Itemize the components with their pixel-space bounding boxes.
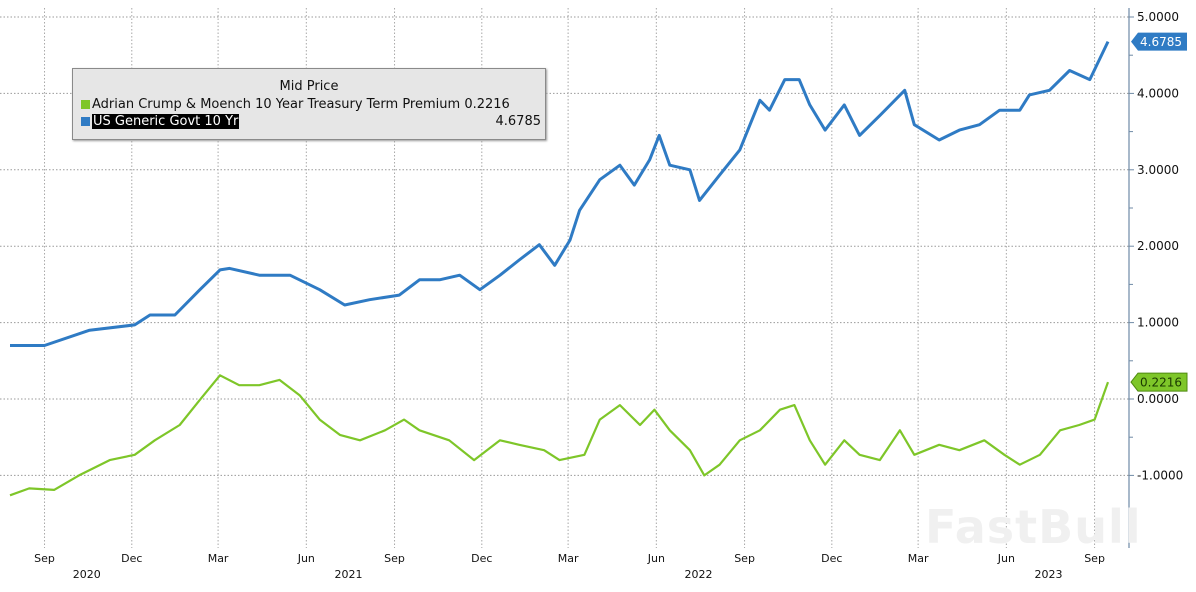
legend-swatch: [81, 100, 90, 109]
y-tick-label: 1.0000: [1137, 316, 1179, 330]
y-tick-label: 4.0000: [1137, 86, 1179, 100]
x-tick-label: Dec: [821, 552, 842, 565]
x-tick-label: Jun: [647, 552, 665, 565]
legend-item-us-10yr[interactable]: US Generic Govt 10 Yr 4.6785: [73, 113, 545, 130]
x-tick-label: Mar: [208, 552, 229, 565]
series-lines: [9, 40, 1110, 497]
last-value-label: 0.2216: [1140, 376, 1182, 390]
legend-value: 4.6785: [495, 114, 542, 129]
legend[interactable]: Mid Price Adrian Crump & Moench 10 Year …: [72, 68, 546, 140]
x-tick-label: Dec: [121, 552, 142, 565]
x-year-label: 2020: [73, 568, 101, 581]
x-year-label: 2023: [1035, 568, 1063, 581]
x-tick-label: Mar: [908, 552, 929, 565]
x-tick-label: Sep: [1084, 552, 1105, 565]
y-tick-label: -1.0000: [1137, 468, 1183, 482]
x-axis: Sep Dec Mar Jun Sep Dec Mar Jun Sep Dec Mar Jun Sep 2…: [34, 552, 1105, 581]
x-year-label: 2022: [685, 568, 713, 581]
x-tick-label: Jun: [297, 552, 315, 565]
y-axis: 5.0000 4.0000 3.0000 2.0000 1.0000 0.0000 -1.0…: [1128, 8, 1188, 548]
legend-label: US Generic Govt 10 Yr: [92, 114, 240, 129]
x-tick-label: Mar: [558, 552, 579, 565]
legend-value: 0.2216: [464, 97, 510, 112]
last-value-tag: [1131, 32, 1187, 51]
watermark-logo: FastBull: [925, 500, 1142, 554]
grid: [0, 8, 1129, 548]
y-tick-label: 2.0000: [1137, 239, 1179, 253]
legend-swatch: [81, 117, 90, 126]
x-tick-label: Sep: [734, 552, 755, 565]
y-tick-label: 0.0000: [1137, 392, 1179, 406]
x-tick-label: Jun: [997, 552, 1015, 565]
series-line-term-premium: [9, 374, 1110, 497]
y-tick-label: 5.0000: [1137, 10, 1179, 24]
last-value-label: 4.6785: [1140, 35, 1182, 49]
x-tick-label: Sep: [34, 552, 55, 565]
legend-title: Mid Price: [279, 79, 339, 94]
x-tick-label: Dec: [471, 552, 492, 565]
legend-label: Adrian Crump & Moench 10 Year Treasury T…: [92, 97, 461, 112]
last-value-tag: [1130, 372, 1188, 392]
series-line-us-10yr: [10, 40, 1110, 347]
x-year-label: 2021: [335, 568, 363, 581]
x-tick-label: Sep: [384, 552, 405, 565]
legend-item-term-premium[interactable]: Adrian Crump & Moench 10 Year Treasury T…: [73, 96, 545, 113]
y-tick-label: 3.0000: [1137, 163, 1179, 177]
